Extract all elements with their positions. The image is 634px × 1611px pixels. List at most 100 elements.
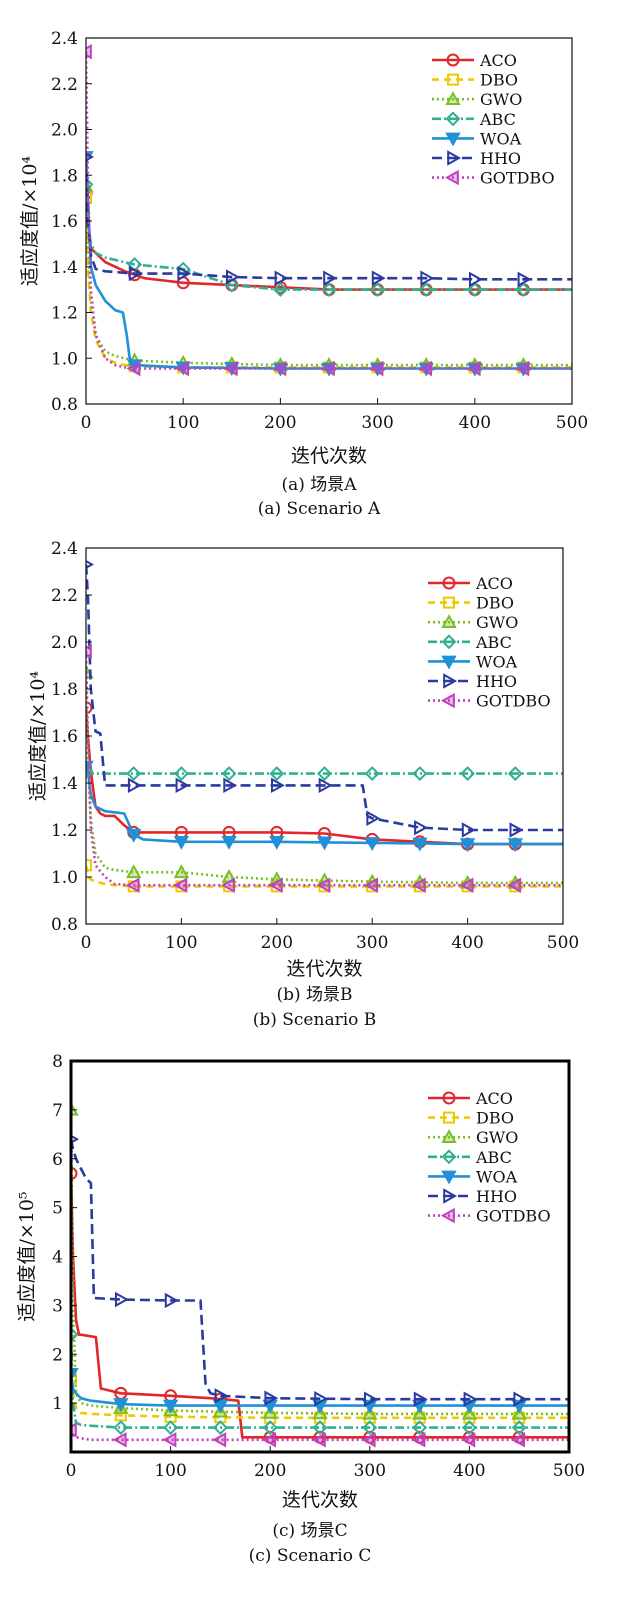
marker-hho [264, 1390, 279, 1406]
y-tick-label: 1.6 [51, 212, 78, 232]
chart-panel-2: 0 100 200 300 400 500 0.8 1.0 1.2 1.4 1.6 1.8 2.0 2.2… [27, 539, 579, 1030]
x-tick-label: 400 [453, 1461, 485, 1481]
marker-hho [318, 777, 333, 794]
legend-marker-woa [441, 655, 457, 670]
y-tick-label: 2.0 [51, 121, 78, 141]
marker-woa [507, 838, 523, 853]
marker-abc [467, 282, 483, 298]
x-tick-label: 0 [81, 933, 92, 953]
marker-gotdbo [459, 877, 474, 893]
marker-gotdbo [175, 360, 189, 377]
x-axis-label: 迭代次数 [286, 958, 362, 980]
series-line-hho [86, 156, 572, 281]
x-tick-label: 300 [356, 933, 388, 953]
marker-abc [126, 766, 142, 782]
legend-marker-dbo [447, 73, 459, 86]
legend-label-abc: ABC [475, 633, 512, 652]
legend-marker-aco [442, 576, 456, 590]
marker-gotdbo [162, 1432, 177, 1448]
y-tick-label: 2.2 [51, 586, 78, 606]
marker-gotdbo [173, 877, 188, 893]
marker-abc [515, 282, 531, 298]
marker-gwo [173, 864, 190, 879]
legend-label-dbo: DBO [476, 594, 514, 613]
x-tick-label: 0 [81, 413, 92, 433]
marker-gotdbo [316, 877, 331, 893]
marker-gotdbo [369, 360, 384, 377]
legend-marker-aco [442, 1091, 456, 1105]
marker-gotdbo [212, 1432, 227, 1448]
legend-marker-aco [446, 53, 460, 67]
x-tick-label: 500 [547, 933, 579, 953]
series-line-abc [71, 1334, 569, 1429]
marker-gotdbo [86, 643, 92, 660]
legend-marker-gwo [441, 1129, 457, 1143]
x-tick-label: 200 [264, 413, 296, 433]
y-tick-label: 1.2 [51, 821, 78, 841]
marker-gwo [126, 864, 142, 879]
legend-label-gotdbo: GOTDBO [480, 169, 555, 188]
marker-hho [127, 777, 142, 794]
marker-aco [71, 1166, 78, 1180]
marker-abc [412, 1420, 428, 1435]
marker-gotdbo [515, 360, 530, 377]
marker-gotdbo [86, 44, 92, 60]
marker-abc [412, 766, 428, 782]
legend-label-gwo: GWO [476, 1128, 518, 1147]
marker-gotdbo [262, 1432, 276, 1448]
marker-gotdbo [411, 1432, 426, 1448]
legend-label-gwo: GWO [476, 613, 518, 632]
legend-marker-woa [445, 132, 461, 147]
x-axis-label: 迭代次数 [282, 1489, 358, 1511]
y-tick-label: 1.2 [51, 304, 78, 324]
marker-abc [212, 1420, 228, 1435]
x-tick-label: 500 [553, 1461, 585, 1481]
legend-label-gotdbo: GOTDBO [476, 1207, 551, 1226]
marker-woa [412, 837, 428, 852]
y-axis-label: 适应度值/×10⁴ [19, 156, 41, 286]
x-tick-label: 0 [66, 1461, 77, 1481]
legend-label-hho: HHO [476, 672, 517, 691]
series-line-hho [86, 564, 563, 832]
marker-hho [274, 270, 289, 286]
marker-dbo [86, 859, 92, 872]
marker-abc [71, 1327, 79, 1343]
caption-cn: (c) 场景C [272, 1521, 347, 1541]
marker-gotdbo [364, 877, 378, 893]
marker-hho [509, 822, 524, 838]
marker-hho [226, 269, 240, 285]
marker-hho [517, 271, 532, 288]
x-tick-label: 100 [165, 933, 197, 953]
caption-en: (a) Scenario A [258, 499, 381, 519]
x-tick-label: 400 [459, 413, 491, 433]
y-tick-label: 2.4 [51, 539, 78, 559]
marker-hho [223, 777, 238, 794]
marker-gotdbo [125, 877, 140, 893]
marker-gotdbo [221, 877, 235, 893]
marker-woa [113, 1398, 129, 1413]
marker-abc [272, 282, 288, 298]
marker-gotdbo [272, 360, 287, 377]
legend-marker-abc [441, 1149, 457, 1165]
legend-marker-gwo [441, 614, 457, 628]
plot-area [71, 1101, 569, 1448]
marker-hho [128, 265, 143, 282]
marker-woa [459, 838, 476, 853]
marker-aco [86, 701, 93, 715]
marker-woa [364, 837, 380, 851]
marker-dbo [71, 1372, 77, 1385]
x-axis-label: 迭代次数 [291, 445, 367, 467]
legend-marker-woa [441, 1170, 457, 1185]
plot-area [86, 559, 563, 893]
marker-gotdbo [320, 360, 335, 377]
legend-label-woa: WOA [480, 129, 522, 148]
y-tick-label: 1.0 [51, 349, 78, 369]
marker-gotdbo [268, 877, 283, 893]
legend-marker-abc [441, 634, 457, 650]
marker-hho [420, 270, 435, 286]
marker-gotdbo [466, 360, 481, 377]
marker-hho [371, 270, 386, 286]
x-tick-label: 200 [254, 1461, 286, 1481]
caption-en: (b) Scenario B [253, 1010, 377, 1030]
